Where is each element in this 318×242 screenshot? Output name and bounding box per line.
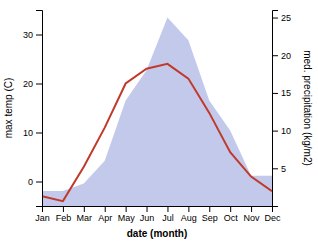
- marks: [42, 18, 272, 206]
- y2-axis-title: med. precipitation (kg/m2): [302, 50, 313, 166]
- tick-label: Feb: [56, 213, 72, 223]
- tick-label: May: [118, 213, 136, 223]
- tick-label: 10: [281, 126, 291, 136]
- tick-mark: [272, 18, 278, 19]
- tick: 20: [23, 79, 42, 89]
- tick: 30: [23, 30, 42, 40]
- tick-label: Jan: [35, 213, 50, 223]
- tick-label: Jul: [162, 213, 174, 223]
- area: [42, 18, 272, 206]
- tick-mark: [230, 206, 231, 212]
- tick-mark: [167, 206, 168, 212]
- tick-label: Apr: [98, 213, 112, 223]
- tick-label: 5: [281, 164, 286, 174]
- tick-mark: [272, 168, 278, 169]
- tick-mark: [63, 206, 64, 212]
- x-axis: Jan Feb Mar Apr May Jun Jul Aug Sep Oct NovDec: [35, 206, 281, 223]
- tick-label: 25: [281, 13, 291, 23]
- tick: Sep: [202, 206, 218, 223]
- tick-label: Jun: [140, 213, 155, 223]
- tick: Jun: [140, 206, 155, 223]
- tick: Apr: [98, 206, 112, 223]
- tick-mark: [272, 93, 278, 94]
- tick-mark: [209, 206, 210, 212]
- x-axis-title: date (month): [127, 228, 188, 239]
- tick-label: 0: [28, 177, 33, 187]
- tick: Feb: [56, 206, 72, 223]
- tick: Mar: [77, 206, 93, 223]
- plot: Jan Feb Mar Apr May Jun Jul Aug Sep Oct NovDec 0 10 2…: [3, 11, 313, 240]
- y-axis: 0 10 20 30: [23, 11, 43, 207]
- tick-mark: [272, 55, 278, 56]
- tick-label: Sep: [202, 213, 218, 223]
- tick: Nov: [244, 206, 261, 223]
- tick-label: 20: [281, 51, 291, 61]
- tick-mark: [251, 206, 252, 212]
- tick: Jul: [162, 206, 174, 223]
- tick: 10: [23, 128, 42, 138]
- tick: Aug: [181, 206, 197, 223]
- tick-mark: [105, 206, 106, 212]
- tick-mark: [36, 182, 42, 183]
- chart: Jan Feb Mar Apr May Jun Jul Aug Sep Oct NovDec 0 10 2…: [0, 0, 318, 242]
- tick-mark: [36, 35, 42, 36]
- tick: 20: [272, 51, 291, 61]
- tick-mark: [126, 206, 127, 212]
- tick: 0: [28, 177, 42, 187]
- tick-label: Oct: [224, 213, 239, 223]
- y2-axis: 5 10 15 20 25: [272, 11, 291, 207]
- axis-line: [43, 207, 273, 213]
- tick-label: Aug: [181, 213, 197, 223]
- tick-mark: [36, 133, 42, 134]
- tick: May: [118, 206, 136, 223]
- tick: 5: [272, 164, 286, 174]
- tick-mark: [188, 206, 189, 212]
- tick-mark: [147, 206, 148, 212]
- tick: Oct: [224, 206, 239, 223]
- tick-mark: [84, 206, 85, 212]
- tick-label: Nov: [244, 213, 261, 223]
- tick-mark: [272, 131, 278, 132]
- axis-line: [36, 11, 43, 207]
- tick-label: Mar: [77, 213, 93, 223]
- tick: Dec: [264, 206, 281, 223]
- y-axis-title: max temp (C): [3, 78, 14, 139]
- line: [42, 64, 272, 201]
- tick: 15: [272, 88, 291, 98]
- tick-label: 20: [23, 79, 33, 89]
- tick-mark: [36, 84, 42, 85]
- axis-line: [273, 11, 279, 207]
- tick-label: 10: [23, 128, 33, 138]
- tick-label: 15: [281, 88, 291, 98]
- tick-label: 30: [23, 30, 33, 40]
- tick-label: Dec: [264, 213, 281, 223]
- tick: Jan: [35, 206, 50, 223]
- tick: 25: [272, 13, 291, 23]
- tick: 10: [272, 126, 291, 136]
